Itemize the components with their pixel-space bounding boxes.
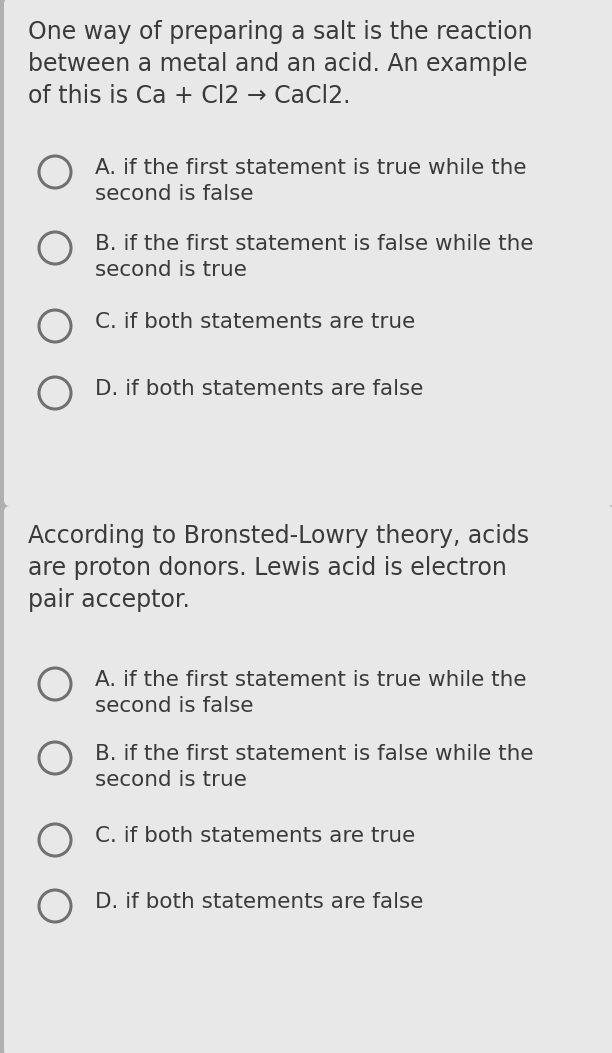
- Text: C. if both statements are true: C. if both statements are true: [95, 312, 416, 332]
- FancyBboxPatch shape: [4, 506, 612, 1053]
- Text: A. if the first statement is true while the
second is false: A. if the first statement is true while …: [95, 158, 526, 204]
- Text: C. if both statements are true: C. if both statements are true: [95, 826, 416, 846]
- Text: A. if the first statement is true while the
second is false: A. if the first statement is true while …: [95, 670, 526, 716]
- Text: B. if the first statement is false while the
second is true: B. if the first statement is false while…: [95, 234, 534, 280]
- FancyBboxPatch shape: [4, 0, 612, 506]
- Text: B. if the first statement is false while the
second is true: B. if the first statement is false while…: [95, 744, 534, 790]
- Text: According to Bronsted-Lowry theory, acids
are proton donors. Lewis acid is elect: According to Bronsted-Lowry theory, acid…: [28, 524, 529, 612]
- Text: One way of preparing a salt is the reaction
between a metal and an acid. An exam: One way of preparing a salt is the react…: [28, 20, 532, 108]
- Text: D. if both statements are false: D. if both statements are false: [95, 379, 424, 399]
- Text: D. if both statements are false: D. if both statements are false: [95, 892, 424, 912]
